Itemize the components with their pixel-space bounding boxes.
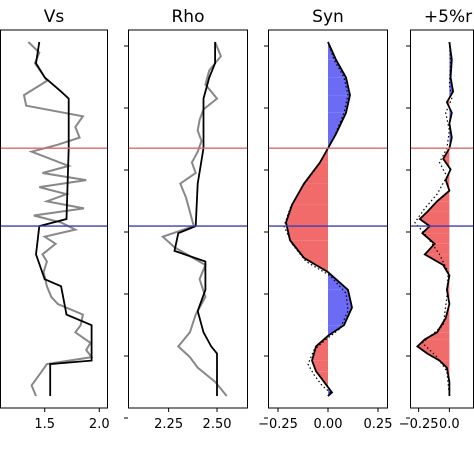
x-tick-label: 2.50	[203, 417, 232, 432]
negative-fill	[304, 162, 328, 184]
x-tick-label: 2.0	[89, 417, 110, 432]
raw-log-line	[22, 41, 94, 397]
positive-fill	[328, 77, 350, 96]
negative-fill	[427, 201, 450, 212]
panel-frame	[0, 29, 108, 409]
trace-line	[285, 41, 353, 397]
panel-title: +5%r	[424, 7, 472, 27]
raw-log-line	[160, 41, 228, 397]
negative-fill	[312, 360, 328, 372]
x-tick-label: 0.25	[364, 417, 393, 432]
negative-fill	[286, 222, 328, 241]
x-tick-label: 0.0	[439, 417, 460, 432]
x-tick-label: 2.25	[154, 417, 183, 432]
x-tick-label: 0.00	[314, 417, 343, 432]
negative-fill	[417, 339, 450, 347]
dotted-trace-line	[283, 41, 349, 397]
positive-fill	[328, 307, 352, 326]
negative-fill	[312, 346, 328, 361]
negative-fill	[427, 353, 450, 361]
panel-title: Rho	[172, 7, 205, 27]
positive-fill	[328, 289, 352, 308]
x-tick-label: −0.25	[399, 417, 439, 432]
negative-fill	[419, 219, 450, 227]
negative-fill	[424, 243, 450, 255]
positive-fill	[328, 59, 346, 78]
x-tick-label: 1.5	[34, 417, 55, 432]
x-tick-label: −0.25	[258, 417, 298, 432]
positive-fill	[328, 95, 350, 113]
panel-title: Vs	[44, 7, 65, 27]
negative-fill	[290, 240, 328, 258]
panel-frame	[128, 29, 248, 409]
blocked-log-line	[35, 41, 93, 396]
negative-fill	[286, 204, 328, 223]
negative-fill	[424, 332, 450, 340]
blocked-log-line	[173, 42, 218, 396]
panel-title: Syn	[312, 7, 344, 27]
negative-fill	[422, 233, 450, 244]
dotted-trace-line	[414, 41, 453, 397]
negative-fill	[419, 211, 450, 219]
